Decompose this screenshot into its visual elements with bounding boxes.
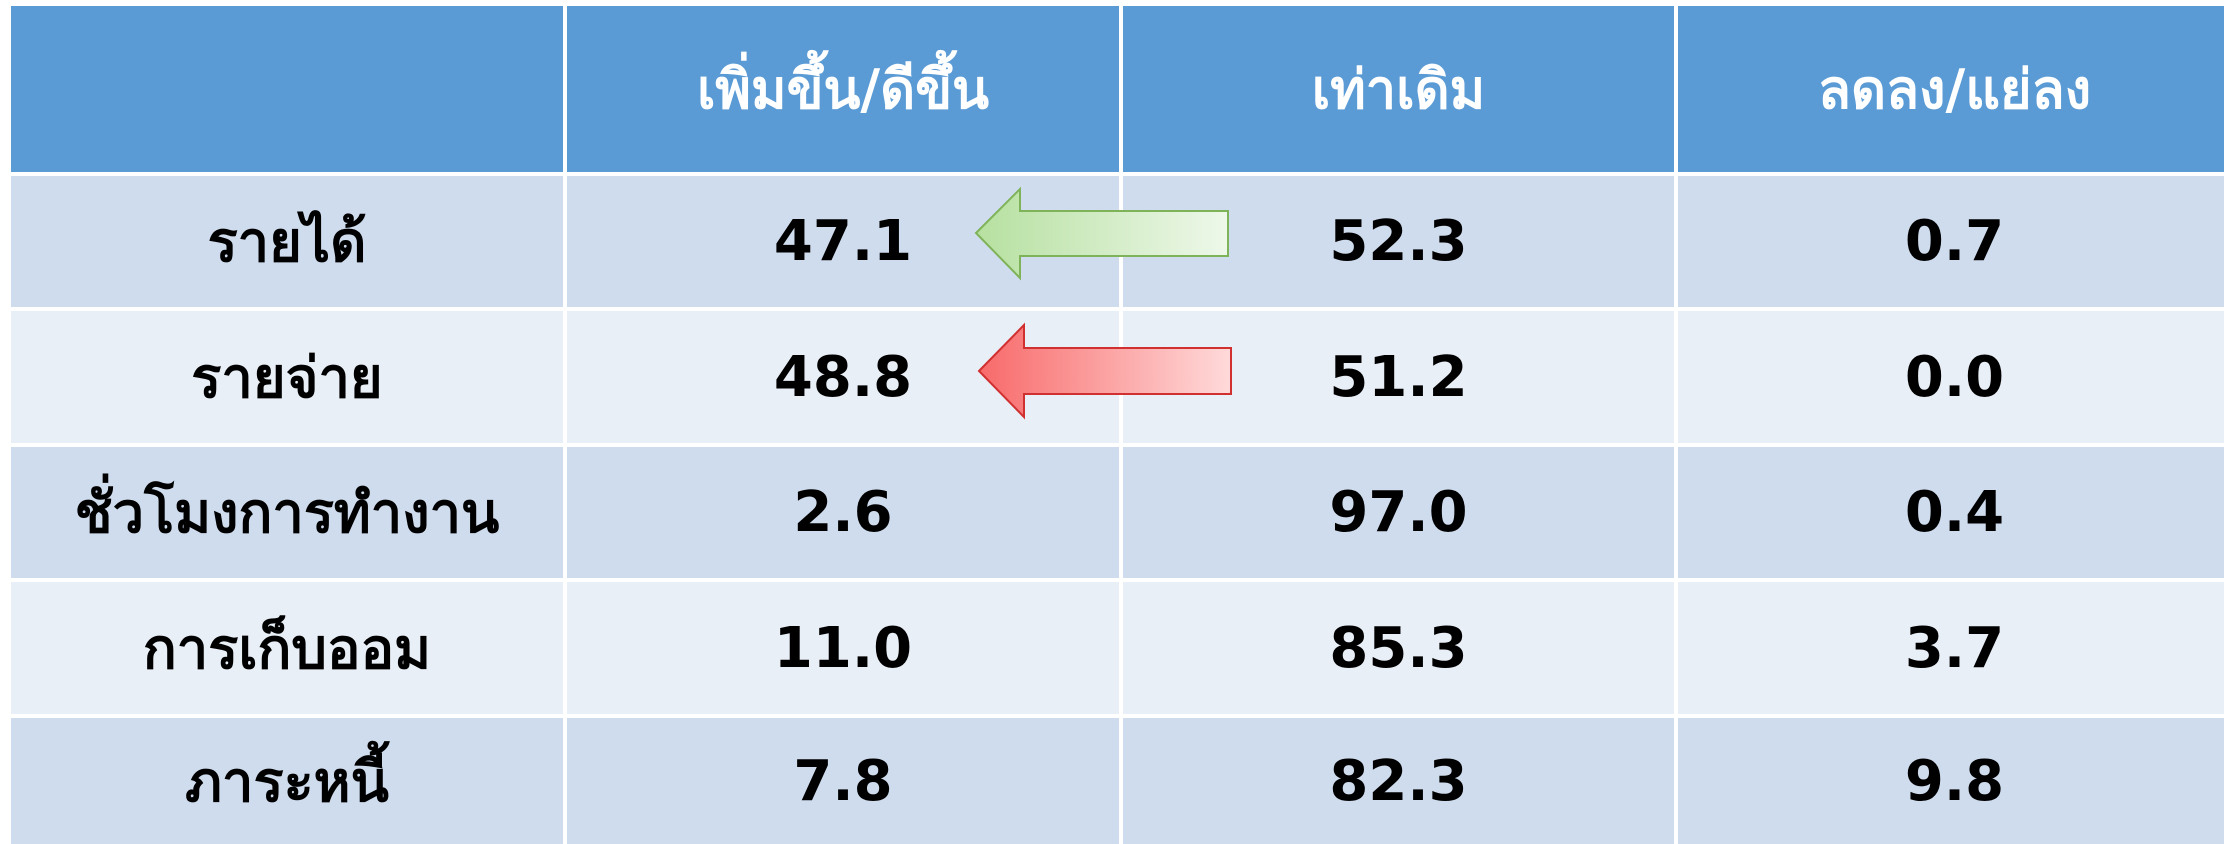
page: เพิ่มขึ้น/ดีขึ้น เท่าเดิม ลดลง/แย่ลง ราย… — [11, 6, 2224, 844]
value-cell: 7.8 — [567, 718, 1119, 844]
value-cell: 3.7 — [1678, 582, 2224, 714]
value-cell: 0.7 — [1678, 176, 2224, 307]
row-label: ชั่วโมงการทำงาน — [11, 447, 563, 578]
value-cell: 11.0 — [567, 582, 1119, 714]
value-cell: 0.4 — [1678, 447, 2224, 578]
value-cell: 48.8 — [567, 311, 1119, 443]
value-cell: 0.0 — [1678, 311, 2224, 443]
header-cell: เท่าเดิม — [1123, 6, 1674, 172]
value-cell: 51.2 — [1123, 311, 1674, 443]
header-corner — [11, 6, 563, 172]
value-cell: 97.0 — [1123, 447, 1674, 578]
header-cell: เพิ่มขึ้น/ดีขึ้น — [567, 6, 1119, 172]
value-cell: 2.6 — [567, 447, 1119, 578]
row-label: การเก็บออม — [11, 582, 563, 714]
row-label: รายได้ — [11, 176, 563, 307]
value-cell: 82.3 — [1123, 718, 1674, 844]
value-cell: 52.3 — [1123, 176, 1674, 307]
table: เพิ่มขึ้น/ดีขึ้น เท่าเดิม ลดลง/แย่ลง ราย… — [11, 6, 2224, 844]
header-cell: ลดลง/แย่ลง — [1678, 6, 2224, 172]
value-cell: 47.1 — [567, 176, 1119, 307]
value-cell: 85.3 — [1123, 582, 1674, 714]
row-label: ภาระหนี้ — [11, 718, 563, 844]
value-cell: 9.8 — [1678, 718, 2224, 844]
row-label: รายจ่าย — [11, 311, 563, 443]
